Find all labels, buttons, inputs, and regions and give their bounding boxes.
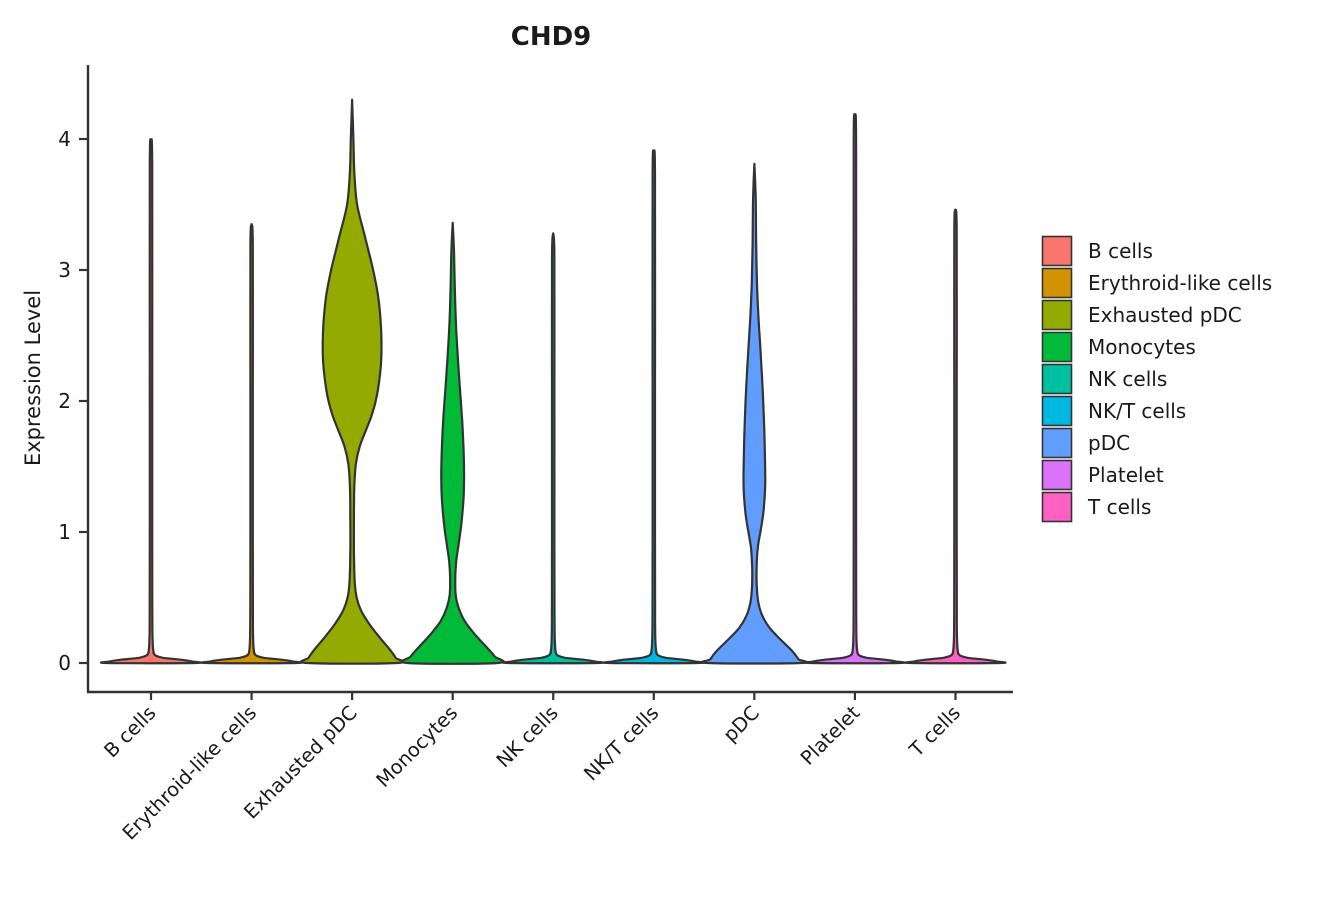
violin-nk-cells <box>502 232 605 665</box>
legend-item-t-cells: T cells <box>1041 491 1151 523</box>
violin-pdc <box>700 162 808 665</box>
legend-item-nk-cells: NK cells <box>1041 363 1167 395</box>
y-tick-label: 4 <box>58 127 71 151</box>
y-tick-label: 2 <box>58 389 71 413</box>
violins-group <box>100 98 1007 665</box>
violin-monocytes <box>400 221 505 665</box>
legend-swatch-nk-cells <box>1041 363 1073 395</box>
legend-item-pdc: pDC <box>1041 427 1130 459</box>
legend-label-erythroid-like-cells: Erythroid-like cells <box>1088 271 1272 295</box>
y-tick-label: 0 <box>58 651 71 675</box>
x-tick-label-t-cells: T cells <box>904 701 965 762</box>
legend-label-nk-t-cells: NK/T cells <box>1088 399 1186 423</box>
legend-label-nk-cells: NK cells <box>1088 367 1167 391</box>
legend-item-platelet: Platelet <box>1041 459 1164 491</box>
legend-swatch-erythroid-like-cells <box>1041 267 1073 299</box>
legend-swatch-b-cells <box>1041 235 1073 267</box>
legend-label-monocytes: Monocytes <box>1088 335 1196 359</box>
legend-swatch-monocytes <box>1041 331 1073 363</box>
legend-swatch-pdc <box>1041 427 1073 459</box>
legend-item-nk-t-cells: NK/T cells <box>1041 395 1186 427</box>
legend-swatch-platelet <box>1041 459 1073 491</box>
legend-swatch-t-cells <box>1041 491 1073 523</box>
violin-nk-t-cells <box>602 149 705 665</box>
axis-frame <box>86 65 1013 694</box>
violin-b-cells <box>100 138 202 665</box>
x-tick-label-platelet: Platelet <box>796 701 865 770</box>
legend-item-exhausted-pdc: Exhausted pDC <box>1041 299 1242 331</box>
legend: B cells Erythroid-like cells Exhausted pDC… <box>1041 235 1272 523</box>
legend-label-pdc: pDC <box>1088 431 1130 455</box>
legend-item-monocytes: Monocytes <box>1041 331 1196 363</box>
axes <box>86 65 1013 694</box>
legend-label-t-cells: T cells <box>1087 495 1151 519</box>
chart-title: CHD9 <box>511 22 592 52</box>
x-tick-label-pdc: pDC <box>719 701 764 746</box>
violin-erythroid-like-cells <box>200 223 303 665</box>
x-tick-label-monocytes: Monocytes <box>372 701 463 792</box>
x-tick-label-nk-cells: NK cells <box>492 701 563 772</box>
violin-exhausted-pdc <box>299 98 405 665</box>
violin-t-cells <box>904 208 1007 665</box>
legend-swatch-nk-t-cells <box>1041 395 1073 427</box>
legend-item-b-cells: B cells <box>1041 235 1153 267</box>
violin-platelet <box>803 113 906 665</box>
y-tick-label: 1 <box>58 520 71 544</box>
x-tick-label-nk-t-cells: NK/T cells <box>579 701 663 785</box>
y-axis-label: Expression Level <box>21 290 45 466</box>
y-tick-label: 3 <box>58 258 71 282</box>
legend-label-b-cells: B cells <box>1088 239 1153 263</box>
legend-item-erythroid-like-cells: Erythroid-like cells <box>1041 267 1272 299</box>
legend-swatch-exhausted-pdc <box>1041 299 1073 331</box>
x-tick-label-b-cells: B cells <box>100 701 161 762</box>
legend-label-exhausted-pdc: Exhausted pDC <box>1088 303 1242 327</box>
legend-label-platelet: Platelet <box>1088 463 1164 487</box>
y-axis-ticks: 0 1 2 3 4 <box>58 127 88 675</box>
